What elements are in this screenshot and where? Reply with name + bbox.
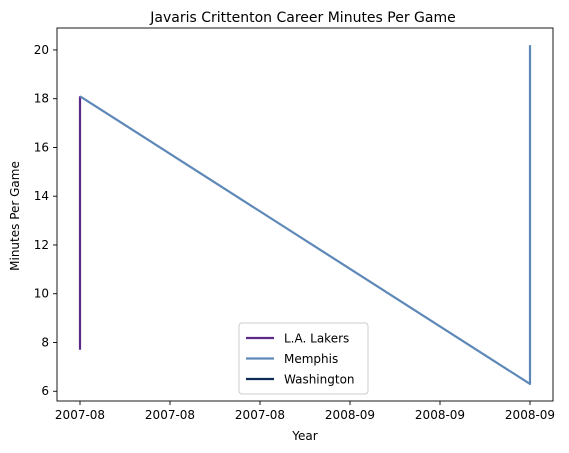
plot-frame	[56, 27, 554, 402]
y-tick-label: 10	[34, 287, 49, 301]
legend-label: Washington	[284, 373, 355, 387]
legend-box	[238, 322, 369, 395]
x-tick-label: 2007-08	[235, 408, 285, 422]
x-tick-label: 2007-08	[55, 408, 105, 422]
y-tick-label: 6	[41, 384, 49, 398]
y-tick-label: 12	[34, 238, 49, 252]
y-tick-label: 16	[34, 140, 49, 154]
x-tick-label: 2008-09	[415, 408, 465, 422]
y-axis-label: Minutes Per Game	[8, 161, 22, 271]
legend: L.A. Lakers Memphis Washington	[238, 322, 369, 395]
y-tick-label: 18	[34, 92, 49, 106]
chart-title: Javaris Crittenton Career Minutes Per Ga…	[149, 10, 455, 26]
x-tick-label: 2008-09	[325, 408, 375, 422]
y-tick-label: 20	[34, 43, 49, 57]
x-tick-label: 2007-08	[145, 408, 195, 422]
y-tick-label: 14	[34, 189, 49, 203]
axis-ticks: 2007-08 2007-08 2007-08 2008-09 2008-09 2008-…	[34, 43, 555, 422]
series-line-1	[79, 45, 532, 386]
legend-label: Memphis	[284, 352, 338, 366]
series-lines	[78, 45, 532, 386]
y-tick-label: 8	[41, 335, 49, 349]
legend-label: L.A. Lakers	[284, 332, 349, 346]
x-tick-label: 2008-09	[505, 408, 555, 422]
x-axis-label: Year	[291, 429, 317, 443]
